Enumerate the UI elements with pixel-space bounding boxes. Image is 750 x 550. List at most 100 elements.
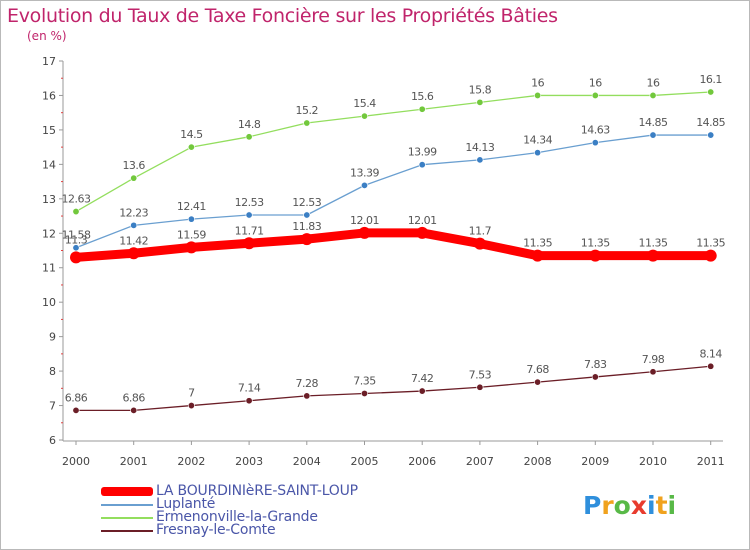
x-tick-label: 2007 <box>466 455 494 468</box>
data-point <box>187 215 195 223</box>
data-point <box>72 244 80 252</box>
data-point <box>303 392 311 400</box>
series-line <box>75 134 712 249</box>
data-point <box>531 249 544 262</box>
data-label: 12.01 <box>350 214 379 227</box>
data-label: 11.35 <box>696 237 725 250</box>
data-label: 12.63 <box>62 193 91 206</box>
data-point <box>707 362 715 370</box>
data-labels: 11.3 11.42 11.59 11.71 11.83 12.01 12.01 11.7 11… <box>62 73 727 404</box>
y-tick-label: 8 <box>49 365 56 378</box>
data-label: 7.53 <box>469 368 492 381</box>
data-point <box>360 389 368 397</box>
axes: 6 7 8 9 10 11 12 13 14 15 16 17 2000 2001 2002 2003 2004… <box>42 55 725 468</box>
legend-swatch-ermenonville <box>101 517 153 519</box>
y-tick-label: 7 <box>49 400 56 413</box>
data-label: 7.98 <box>642 353 665 366</box>
data-point <box>591 139 599 147</box>
data-label: 7.42 <box>411 372 434 385</box>
data-point <box>360 112 368 120</box>
data-label: 7.28 <box>296 377 319 390</box>
data-label: 14.34 <box>523 134 552 147</box>
data-point <box>476 383 484 391</box>
data-label: 15.8 <box>469 83 492 96</box>
y-tick-label: 13 <box>42 193 56 206</box>
data-point <box>187 143 195 151</box>
data-label: 14.85 <box>639 116 668 129</box>
logo-letter: i <box>647 491 656 520</box>
data-label: 14.5 <box>180 128 203 141</box>
data-label: 11.71 <box>235 224 264 237</box>
data-label: 12.41 <box>177 200 206 213</box>
data-point <box>187 402 195 410</box>
data-label: 11.35 <box>523 237 552 250</box>
series-group <box>70 88 717 414</box>
data-label: 6.86 <box>122 391 145 404</box>
x-tick-label: 2008 <box>524 455 552 468</box>
logo-letter: o <box>613 491 631 520</box>
data-label: 13.99 <box>408 146 437 159</box>
x-tick-label: 2009 <box>581 455 609 468</box>
data-label: 7.35 <box>353 374 376 387</box>
data-label: 8.14 <box>699 347 722 360</box>
data-point <box>300 233 313 246</box>
y-tick-label: 15 <box>42 124 56 137</box>
data-point <box>476 156 484 164</box>
data-point <box>70 251 82 264</box>
data-point <box>707 88 715 96</box>
data-point <box>130 174 138 182</box>
data-label: 11.7 <box>469 225 492 238</box>
x-tick-label: 2010 <box>639 455 667 468</box>
data-label: 12.01 <box>408 214 437 227</box>
data-label: 12.53 <box>292 196 321 209</box>
data-label: 11.58 <box>62 229 91 242</box>
data-point <box>130 221 138 229</box>
data-label: 11.35 <box>581 237 610 250</box>
y-tick-label: 6 <box>49 434 56 447</box>
data-point <box>647 249 659 262</box>
data-point <box>589 249 602 262</box>
data-point <box>473 237 486 250</box>
data-point <box>303 119 311 127</box>
x-tick-label: 2011 <box>697 455 725 468</box>
y-tick-label: 10 <box>42 296 56 309</box>
data-point <box>418 105 426 113</box>
data-point <box>418 387 426 395</box>
data-point <box>360 181 368 189</box>
data-point <box>418 161 426 169</box>
data-point <box>185 241 198 254</box>
logo-letter: x <box>630 491 647 520</box>
logo-letter: t <box>655 491 668 520</box>
data-point <box>416 226 429 239</box>
data-label: 15.4 <box>353 97 376 110</box>
y-tick-label: 11 <box>42 262 56 275</box>
data-point <box>245 211 253 219</box>
y-tick-label: 17 <box>42 55 56 68</box>
data-label: 16 <box>647 76 660 89</box>
data-label: 11.42 <box>119 234 148 247</box>
data-label: 13.39 <box>350 166 379 179</box>
legend-label-fresnay: Fresnay-le-Comte <box>156 522 276 538</box>
data-point <box>72 406 80 414</box>
data-label: 7 <box>188 387 195 400</box>
x-tick-label: 2006 <box>408 455 436 468</box>
data-label: 6.86 <box>65 391 88 404</box>
data-label: 14.63 <box>581 124 610 137</box>
data-label: 14.85 <box>696 116 725 129</box>
data-label: 14.8 <box>238 118 261 131</box>
logo-letter: r <box>601 491 614 520</box>
data-point <box>649 91 657 99</box>
legend-swatch-bourdiniere <box>101 487 153 496</box>
data-point <box>476 98 484 106</box>
data-point <box>72 208 80 216</box>
data-label: 16.1 <box>699 73 722 86</box>
chart-unit: (en %) <box>27 29 67 43</box>
data-point <box>591 91 599 99</box>
proxiti-logo: Proxiti <box>583 491 676 520</box>
data-label: 16 <box>531 76 544 89</box>
data-point <box>130 406 138 414</box>
data-point <box>591 373 599 381</box>
x-tick-label: 2003 <box>235 455 263 468</box>
series-line <box>75 91 712 213</box>
